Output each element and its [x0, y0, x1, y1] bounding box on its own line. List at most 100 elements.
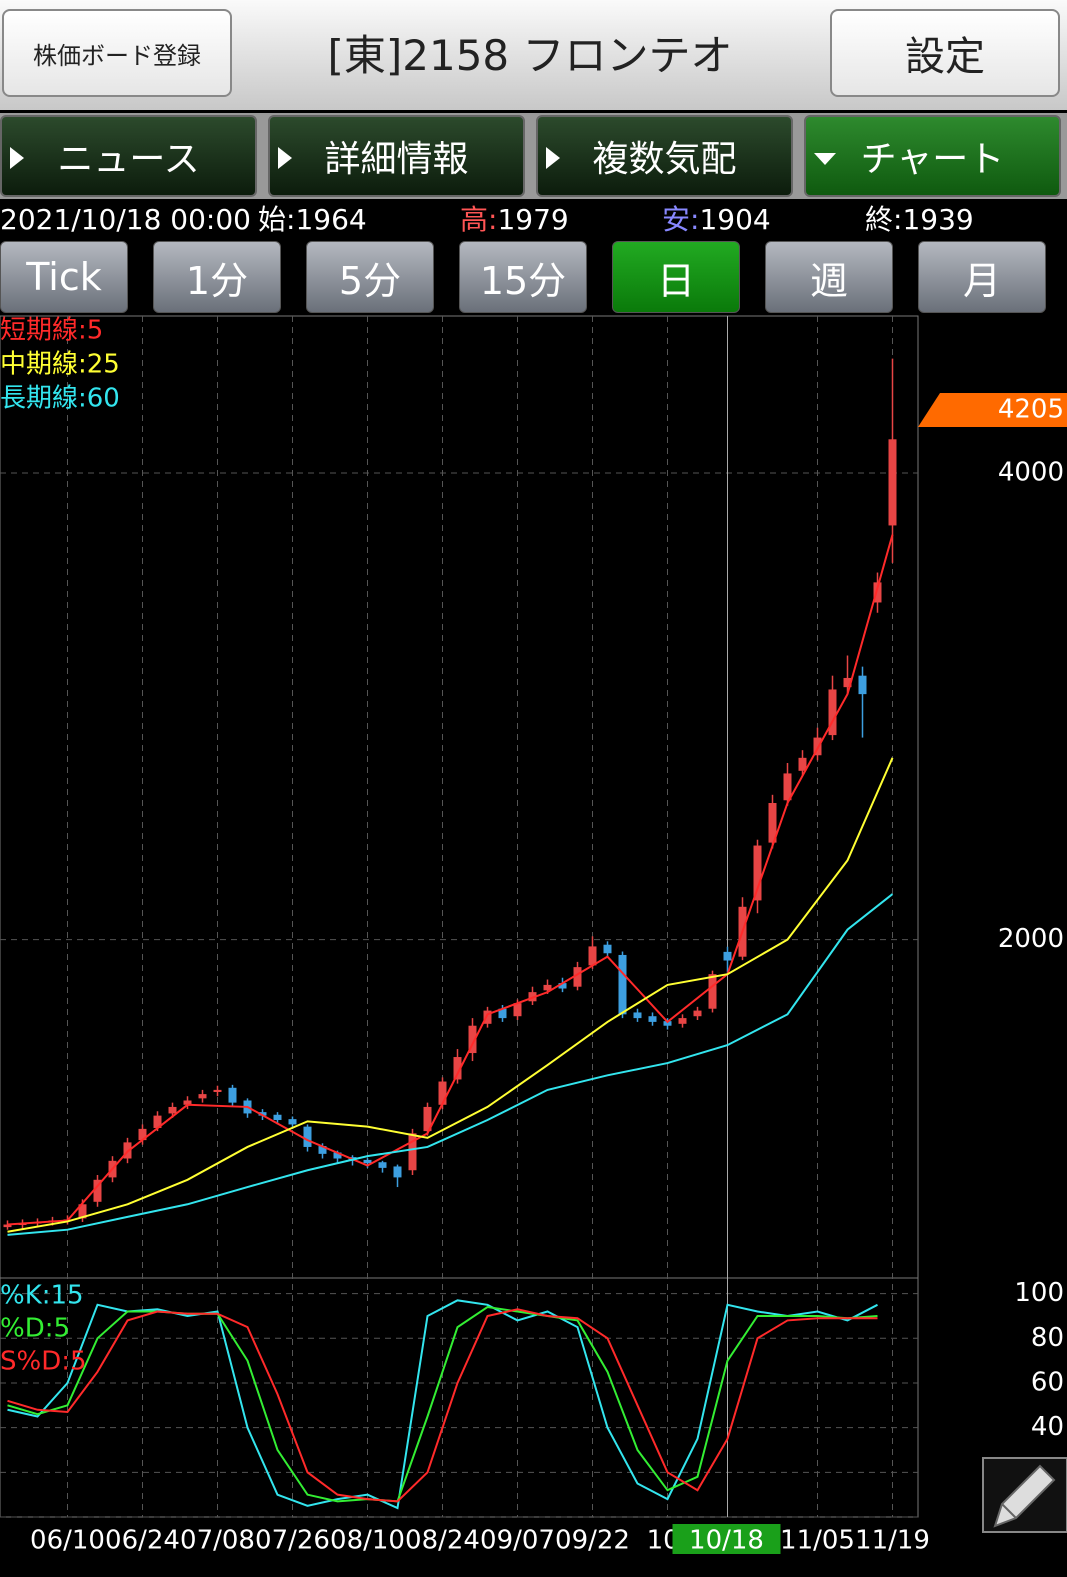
- candle-body: [93, 1179, 102, 1202]
- y-tick-label: 4000: [998, 457, 1064, 487]
- y-tick-label: 100: [1014, 1278, 1064, 1308]
- candle-body: [213, 1089, 222, 1092]
- y-tick-label: 40: [1031, 1412, 1064, 1442]
- low: 安:1904: [662, 200, 771, 240]
- y-tick-label: 60: [1031, 1367, 1064, 1397]
- tab[interactable]: 詳細情報: [268, 115, 525, 197]
- date: 2021/10/18 00:00: [0, 203, 251, 236]
- candle-body: [723, 951, 732, 961]
- period-button[interactable]: 15分: [459, 241, 587, 313]
- tab[interactable]: 複数気配: [536, 115, 793, 197]
- open-value: 1964: [295, 203, 367, 236]
- candle-body: [408, 1133, 417, 1171]
- open-label: 始:: [258, 203, 296, 236]
- x-tick-label: 06/10: [30, 1526, 105, 1556]
- period-button[interactable]: 1分: [153, 241, 281, 313]
- candle-body: [453, 1057, 462, 1080]
- pencil-icon: [993, 1464, 1056, 1528]
- high-value: 1979: [497, 203, 569, 236]
- high-label: 高:: [460, 203, 498, 236]
- y-tick-label: 80: [1031, 1323, 1064, 1353]
- moving-average: [7, 893, 894, 1236]
- cursor-label: 10/18: [689, 1526, 764, 1556]
- candle-body: [378, 1162, 387, 1168]
- low-value: 1904: [699, 203, 771, 236]
- tab-arrow: [10, 147, 24, 169]
- x-tick-label: 07/26: [255, 1526, 330, 1556]
- candle-body: [363, 1159, 372, 1164]
- stochastic-line: [7, 1299, 878, 1510]
- candle-body: [333, 1152, 342, 1159]
- stochastic-line: [7, 1305, 878, 1503]
- candle-body: [303, 1126, 312, 1147]
- candle-body: [483, 1010, 492, 1024]
- candle-body: [858, 675, 867, 695]
- candle-body: [618, 954, 627, 1015]
- candle-body: [543, 984, 552, 991]
- candle-body: [663, 1021, 672, 1026]
- candle-body: [258, 1112, 267, 1116]
- legend-entry: S%D:5: [0, 1347, 87, 1377]
- candle-body: [648, 1016, 657, 1022]
- tab-arrow: [546, 147, 560, 169]
- candle-body: [813, 737, 822, 756]
- tab-arrow: [814, 153, 836, 165]
- candle-body: [438, 1081, 447, 1105]
- x-tick-label: 06/24: [105, 1526, 180, 1556]
- candle-body: [318, 1146, 327, 1154]
- tab-label: チャート: [860, 139, 1005, 180]
- candle-body: [168, 1106, 177, 1114]
- candle-body: [3, 1224, 12, 1228]
- candle-body: [768, 803, 777, 843]
- candle-body: [468, 1025, 477, 1054]
- x-tick-label: 09/07: [480, 1526, 555, 1556]
- title: [東]2158 フロンテオ: [327, 31, 733, 80]
- close-label: 終:: [865, 203, 903, 236]
- candle-body: [513, 1003, 522, 1017]
- candle-body: [273, 1114, 282, 1121]
- tab[interactable]: ニュース: [0, 115, 257, 197]
- tab-label: 詳細情報: [324, 139, 469, 180]
- period-button[interactable]: 週: [765, 241, 893, 313]
- candle-body: [603, 944, 612, 954]
- low-label: 安:: [662, 203, 700, 236]
- period-button[interactable]: 月: [918, 241, 1046, 313]
- header: 株価ボード登録 [東]2158 フロンテオ 設定: [0, 0, 1067, 110]
- x-tick-label: 11/05: [780, 1526, 855, 1556]
- legend-entry: 短期線:5: [0, 316, 103, 346]
- candle-body: [198, 1094, 207, 1099]
- settings-button[interactable]: 設定: [830, 9, 1060, 97]
- candle-body: [78, 1204, 87, 1219]
- period-button[interactable]: Tick: [0, 241, 128, 313]
- legend-entry: %K:15: [0, 1281, 84, 1311]
- stochastic-line: [7, 1308, 878, 1503]
- candle-body: [588, 946, 597, 966]
- tab-label: 複数気配: [592, 139, 737, 180]
- x-tick-label: 07/08: [180, 1526, 255, 1556]
- candle-body: [783, 773, 792, 801]
- period-button[interactable]: 日: [612, 241, 740, 313]
- close-value: 1939: [902, 203, 974, 236]
- open: 始:1964: [258, 200, 367, 240]
- plot-frame: [0, 315, 919, 1518]
- candle-body: [888, 439, 897, 526]
- tab-label: ニュース: [57, 139, 200, 180]
- y-tick-label: 2000: [998, 924, 1064, 954]
- candle-body: [753, 845, 762, 901]
- tab[interactable]: チャート: [804, 115, 1061, 197]
- tab-bar: ニュース 詳細情報 複数気配 チャート: [0, 113, 1067, 199]
- candle-body: [498, 1008, 507, 1019]
- tab-arrow: [278, 147, 292, 169]
- period-button[interactable]: 5分: [306, 241, 434, 313]
- x-tick-label: 11/19: [855, 1526, 930, 1556]
- legend-entry: 長期線:60: [0, 384, 120, 414]
- x-tick-label: 08/10: [330, 1526, 405, 1556]
- x-tick-label: 08/24: [405, 1526, 480, 1556]
- candle-body: [843, 677, 852, 688]
- candle-body: [633, 1012, 642, 1019]
- candle-body: [798, 757, 807, 771]
- board-button[interactable]: 株価ボード登録: [2, 9, 232, 97]
- legend-entry: 中期線:25: [0, 350, 120, 380]
